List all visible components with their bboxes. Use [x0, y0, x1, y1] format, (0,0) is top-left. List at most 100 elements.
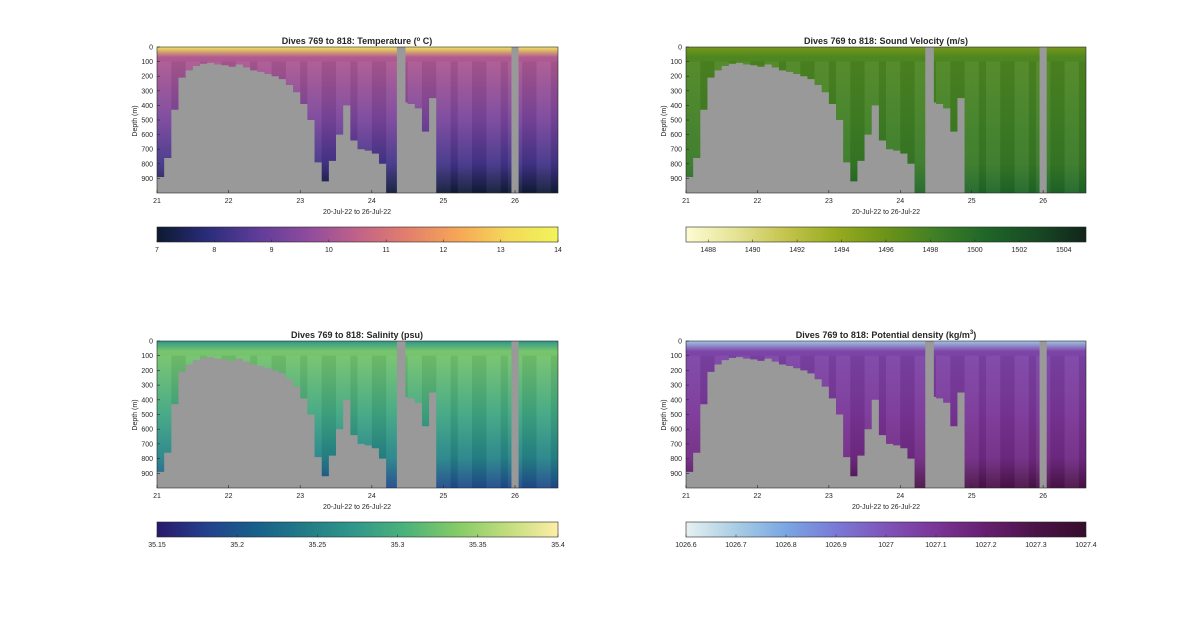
dive-column: [857, 355, 865, 488]
colorbar-tick-label: 1504: [1056, 247, 1072, 254]
dive-column: [1014, 355, 1022, 488]
colorbar-tick-label: 13: [497, 247, 505, 254]
temperature-panel: Dives 769 to 818: Temperature (o C) Dept…: [132, 36, 562, 254]
y-tick-label: 600: [141, 132, 153, 139]
data-gap: [396, 47, 406, 193]
x-tick-label: 25: [968, 198, 976, 205]
dive-column: [878, 355, 886, 488]
y-tick-label: 300: [141, 383, 153, 390]
dive-column: [971, 355, 979, 488]
dive-column: [536, 61, 544, 193]
dive-column: [1007, 61, 1015, 193]
dive-column: [864, 61, 872, 193]
y-tick-label: 200: [141, 368, 153, 375]
y-tick-label: 300: [141, 88, 153, 95]
y-tick-label: 300: [670, 383, 682, 390]
y-tick-label: 400: [670, 103, 682, 110]
y-tick-label: 800: [670, 456, 682, 463]
x-tick-label: 21: [682, 198, 690, 205]
dive-column: [550, 355, 558, 488]
x-tick-label: 23: [825, 493, 833, 500]
dive-column: [386, 355, 394, 488]
y-tick-label: 600: [141, 427, 153, 434]
dive-column: [328, 355, 337, 488]
x-tick-label: 26: [1039, 198, 1047, 205]
salinity-panel: Dives 769 to 818: Salinity (psu) Depth (…: [132, 330, 565, 549]
y-tick-label: 900: [670, 471, 682, 478]
colorbar-tick-label: 35.4: [551, 542, 565, 549]
dive-column: [536, 355, 544, 488]
dive-column: [371, 355, 379, 488]
data-gap: [511, 341, 519, 488]
y-tick-label: 200: [670, 368, 682, 375]
dive-column: [1064, 61, 1072, 193]
colorbar-tick-label: 1026.9: [825, 542, 847, 549]
sound-velocity-panel: Dives 769 to 818: Sound Velocity (m/s) D…: [661, 36, 1087, 254]
colorbar-tick-label: 1026.6: [675, 542, 697, 549]
dive-column: [457, 61, 465, 193]
colorbar-tick-label: 1498: [923, 247, 939, 254]
dive-column: [378, 61, 387, 193]
dive-column: [350, 355, 358, 488]
colorbar-tick-label: 35.25: [309, 542, 327, 549]
dive-column: [900, 61, 908, 193]
x-tick-label: 21: [153, 493, 161, 500]
dive-column: [393, 61, 401, 193]
dive-column: [350, 61, 358, 193]
dive-column: [1050, 61, 1058, 193]
dive-column: [543, 355, 551, 488]
x-tick-label: 24: [368, 198, 376, 205]
dive-column: [850, 355, 858, 488]
dive-column: [964, 61, 972, 193]
y-tick-label: 200: [670, 74, 682, 81]
dive-column: [164, 61, 172, 193]
dive-column: [993, 61, 1001, 193]
x-tick-label: 24: [896, 493, 904, 500]
dive-column: [479, 61, 487, 193]
y-tick-label: 500: [141, 412, 153, 419]
x-tick-label: 23: [296, 493, 304, 500]
seafloor-mask: [686, 357, 972, 488]
y-tick-label: 0: [678, 339, 682, 346]
panel-title: Dives 769 to 818: Temperature (o C): [282, 36, 433, 46]
colorbar-tick-label: 1502: [1012, 247, 1028, 254]
x-tick-label: 26: [1039, 493, 1047, 500]
y-tick-label: 100: [670, 59, 682, 66]
x-tick-label: 22: [225, 198, 233, 205]
dive-column: [964, 355, 972, 488]
y-tick-label: 400: [141, 397, 153, 404]
dive-column: [1071, 355, 1079, 488]
dive-column: [436, 355, 444, 488]
y-tick-label: 700: [141, 441, 153, 448]
dive-column: [693, 355, 701, 488]
dive-column: [522, 61, 530, 193]
dive-column: [486, 355, 494, 488]
x-tick-label: 26: [511, 198, 519, 205]
dive-column: [1000, 355, 1008, 488]
x-tick-label: 23: [296, 198, 304, 205]
dive-column: [314, 355, 322, 488]
dive-column: [878, 61, 886, 193]
dive-column: [378, 355, 387, 488]
colorbar-tick-label: 1488: [700, 247, 716, 254]
dive-column: [857, 61, 865, 193]
y-axis-label: Depth (m): [661, 399, 668, 430]
dive-column: [1057, 61, 1065, 193]
dive-column: [450, 355, 458, 488]
data-gap: [511, 47, 519, 193]
colorbar-tick-label: 9: [270, 247, 274, 254]
colorbar-tick-label: 12: [440, 247, 448, 254]
dive-column: [914, 61, 922, 193]
x-tick-label: 23: [825, 198, 833, 205]
panel-title: Dives 769 to 818: Sound Velocity (m/s): [804, 36, 968, 46]
dive-column: [893, 355, 901, 488]
y-tick-label: 100: [141, 59, 153, 66]
x-tick-label: 21: [682, 493, 690, 500]
dive-column: [986, 61, 994, 193]
dive-column: [386, 61, 394, 193]
colorbar-tick-label: 35.2: [230, 542, 244, 549]
y-tick-label: 500: [670, 412, 682, 419]
dive-column: [529, 61, 537, 193]
colorbar: [156, 521, 559, 538]
x-tick-label: 25: [968, 493, 976, 500]
